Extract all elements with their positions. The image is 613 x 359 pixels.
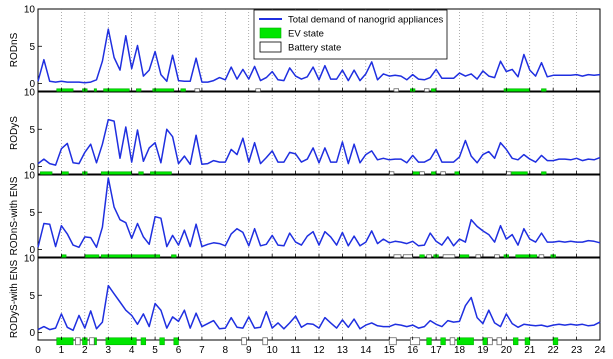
ev-state-bar — [482, 337, 488, 346]
x-tick-label: 13 — [337, 345, 349, 356]
x-tick-label: 3 — [105, 345, 111, 356]
y-tick-label: 5 — [29, 42, 35, 53]
ev-state-bar — [456, 337, 474, 346]
x-tick-label: 7 — [199, 345, 205, 356]
ev-state-bar — [440, 337, 446, 346]
y-tick-label: 0 — [29, 162, 35, 173]
x-tick-label: 23 — [571, 345, 583, 356]
ev-state-bar — [159, 337, 165, 346]
x-tick-label: 18 — [454, 345, 466, 356]
ev-state-bar — [524, 337, 531, 346]
ev-state-bar — [173, 337, 179, 346]
legend-label: Battery state — [288, 43, 341, 54]
ev-state-bar — [105, 337, 137, 346]
x-tick-label: 19 — [477, 345, 489, 356]
demand-series-line — [37, 284, 601, 332]
panel-3: 0 5 10 RODnS-with ENS — [9, 171, 601, 263]
demand-series-line — [37, 28, 601, 84]
x-tick-label: 2 — [82, 345, 88, 356]
panel-4: 0 5 10 RODyS-with ENS — [9, 254, 601, 346]
battery-state-bar — [388, 337, 397, 346]
x-tick-label: 20 — [501, 345, 513, 356]
panel-2: 0 5 10 RODyS — [9, 88, 601, 180]
y-tick-label: 5 — [29, 125, 35, 136]
x-tick-label: 12 — [313, 345, 325, 356]
y-tick-label: 0 — [29, 79, 35, 90]
battery-state-bar — [89, 337, 95, 346]
x-tick-label: 14 — [360, 345, 372, 356]
y-axis-label: RODyS-with ENS — [9, 260, 20, 339]
ev-state-bar — [56, 337, 74, 346]
y-tick-label: 10 — [24, 88, 36, 99]
y-tick-label: 0 — [29, 245, 35, 256]
legend-battery-swatch — [259, 41, 282, 53]
y-tick-label: 10 — [24, 171, 36, 182]
y-tick-label: 5 — [29, 291, 35, 302]
y-tick-label: 10 — [24, 254, 36, 265]
battery-state-bar — [409, 337, 421, 346]
y-axis-label: RODnS — [9, 32, 20, 67]
legend-ev-swatch — [259, 27, 282, 39]
x-tick-label: 15 — [384, 345, 396, 356]
x-tick-label: 10 — [267, 345, 279, 356]
x-tick-label: 22 — [548, 345, 560, 356]
battery-state-bar — [449, 337, 456, 346]
ev-state-bar — [140, 337, 147, 346]
y-axis-label: RODnS-with ENS — [9, 176, 20, 255]
x-tick-label: 11 — [290, 345, 301, 356]
panel-frame — [37, 257, 601, 341]
x-tick-label: 5 — [152, 345, 158, 356]
legend-label: Total demand of nanogrid appliances — [288, 15, 444, 26]
y-tick-label: 10 — [24, 5, 36, 16]
legend-box — [253, 9, 448, 60]
ev-state-bar — [513, 337, 519, 346]
legend-label: EV state — [288, 29, 324, 40]
x-tick-label: 21 — [524, 345, 536, 356]
battery-state-bar — [262, 337, 268, 346]
x-tick-label: 9 — [246, 345, 252, 356]
x-tick-label: 4 — [129, 345, 135, 356]
x-tick-label: 24 — [594, 345, 606, 356]
y-tick-label: 5 — [29, 208, 35, 219]
y-axis-label: RODyS — [9, 116, 20, 150]
x-tick-label: 8 — [223, 345, 229, 356]
ev-state-bar — [93, 337, 97, 346]
x-tick-label: 17 — [431, 345, 443, 356]
battery-state-bar — [75, 337, 81, 346]
legend: Total demand of nanogrid appliances EV st… — [253, 9, 448, 60]
battery-state-bar — [496, 337, 503, 346]
y-tick-label: 0 — [29, 328, 35, 339]
demand-series-line — [37, 177, 601, 249]
demand-series-line — [37, 118, 601, 166]
x-tick-label: 0 — [35, 345, 41, 356]
ev-state-bar — [426, 337, 432, 346]
x-tick-label: 16 — [407, 345, 419, 356]
battery-state-bar — [487, 337, 493, 346]
x-tick-label: 6 — [176, 345, 182, 356]
battery-state-bar — [241, 337, 247, 346]
ev-state-bar — [552, 337, 559, 346]
x-tick-label: 1 — [59, 345, 65, 356]
